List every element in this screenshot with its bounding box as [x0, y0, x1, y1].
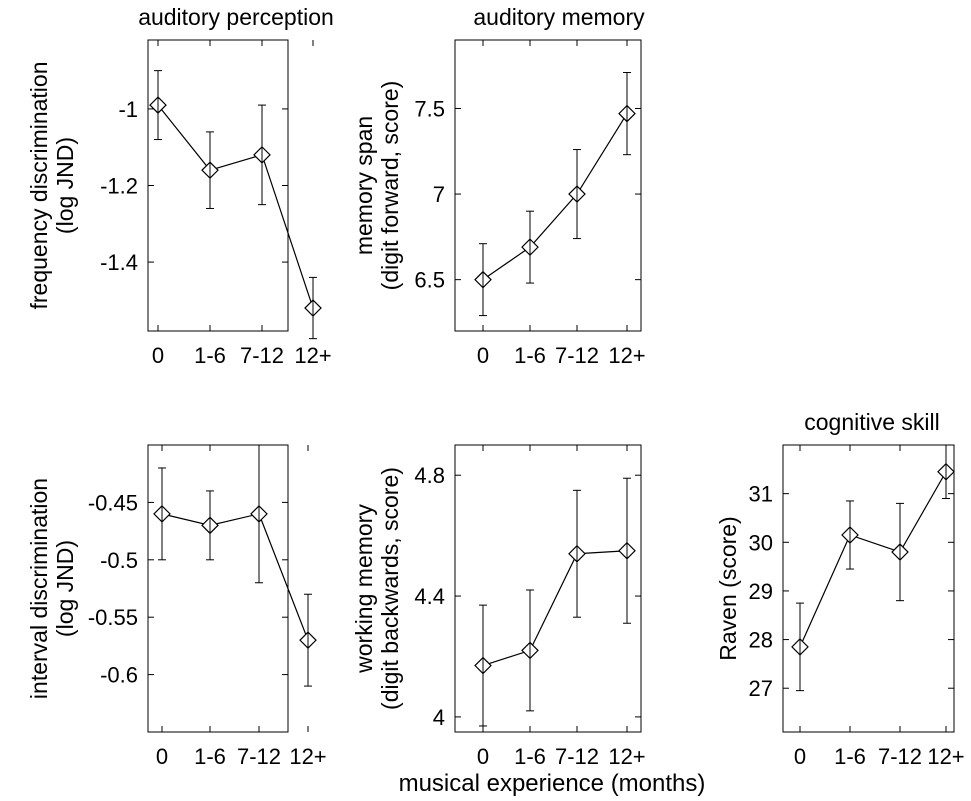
panel-2-y-tick-label: 6.5 — [414, 268, 445, 293]
panel-2-axes-box — [454, 39, 642, 332]
panel-3-series-line — [161, 513, 309, 641]
panel-2-x-tick-label: 12+ — [608, 343, 645, 368]
panel-3-x-tick-label: 0 — [156, 744, 168, 769]
panel-4-x-tick-label: 1-6 — [514, 744, 546, 769]
panel-4-y-axis-label: (digit backwards, score) — [377, 467, 403, 710]
panel-5-series-line — [799, 471, 947, 648]
panel-3-x-tick-label: 12+ — [289, 744, 326, 769]
figure-x-axis-label: musical experience (months) — [399, 770, 706, 797]
panel-5-y-axis-label: Raven (score) — [715, 516, 741, 660]
panel-2-y-axis-label: memory span — [351, 116, 377, 255]
panel-1-x-tick-label: 1-6 — [194, 343, 226, 368]
panel-1-axes-box — [147, 39, 289, 332]
panel-3-x-tick-label: 7-12 — [237, 744, 281, 769]
panel-5-x-tick-label: 7-12 — [878, 744, 922, 769]
panel-4-series-line — [482, 550, 628, 667]
panel-3-y-tick-label: -0.55 — [88, 605, 138, 630]
panel-4-x-tick-label: 12+ — [608, 744, 645, 769]
panel-3-x-tick-label: 1-6 — [194, 744, 226, 769]
panel-2-y-tick-label: 7.5 — [414, 96, 445, 121]
panel-2-x-tick-label: 0 — [477, 343, 489, 368]
panel-4-y-tick-label: 4.4 — [414, 584, 445, 609]
panel-3-axes-box — [147, 444, 289, 733]
panel-1-x-tick-label: 0 — [152, 343, 164, 368]
panel-1-y-axis-label: (log JND) — [52, 137, 78, 234]
panel-3-y-axis-label: (log JND) — [52, 540, 78, 637]
panel-3-y-tick-label: -0.45 — [88, 490, 138, 515]
panel-1-y-tick-label: -1.4 — [100, 250, 138, 275]
panel-1-y-tick-label: -1.2 — [100, 174, 138, 199]
panel-1-y-axis-label: frequency discrimination — [26, 61, 52, 309]
panel-5-y-tick-label: 30 — [749, 530, 773, 555]
panel-4-x-tick-label: 0 — [477, 744, 489, 769]
panel-4-x-tick-label: 7-12 — [555, 744, 599, 769]
panel-5-y-tick-label: 31 — [749, 482, 773, 507]
panel-1-x-tick-label: 12+ — [294, 343, 331, 368]
panel-1-x-tick-label: 7-12 — [240, 343, 284, 368]
panel-5-title: cognitive skill — [804, 409, 940, 435]
panel-1-title: auditory perception — [138, 4, 334, 30]
panel-5-axes-box — [782, 444, 955, 733]
panel-1-y-tick-label: -1 — [118, 97, 138, 122]
panel-2-x-tick-label: 7-12 — [555, 343, 599, 368]
panel-3-y-axis-label: interval discrimination — [26, 478, 52, 699]
panel-4-y-axis-label: working memory — [351, 504, 377, 674]
panel-3-y-tick-label: -0.5 — [100, 548, 138, 573]
panel-5-y-tick-label: 29 — [749, 579, 773, 604]
panel-5-y-tick-label: 28 — [749, 628, 773, 653]
panel-2-y-tick-label: 7 — [433, 182, 445, 207]
panel-3-y-tick-label: -0.6 — [100, 663, 138, 688]
panel-2-series-line — [482, 113, 628, 281]
panel-2-x-tick-label: 1-6 — [514, 343, 546, 368]
panel-5-x-tick-label: 0 — [794, 744, 806, 769]
panel-2-title: auditory memory — [473, 4, 645, 30]
panel-1-series-line — [157, 104, 314, 309]
panel-5-x-tick-label: 12+ — [927, 744, 964, 769]
panel-4-y-tick-label: 4.8 — [414, 463, 445, 488]
panel-5-y-tick-label: 27 — [749, 676, 773, 701]
panel-5-x-tick-label: 1-6 — [834, 744, 866, 769]
panel-2-y-axis-label: (digit forward, score) — [377, 81, 403, 291]
panel-4-y-tick-label: 4 — [433, 705, 445, 730]
panel-4-axes-box — [454, 444, 642, 733]
